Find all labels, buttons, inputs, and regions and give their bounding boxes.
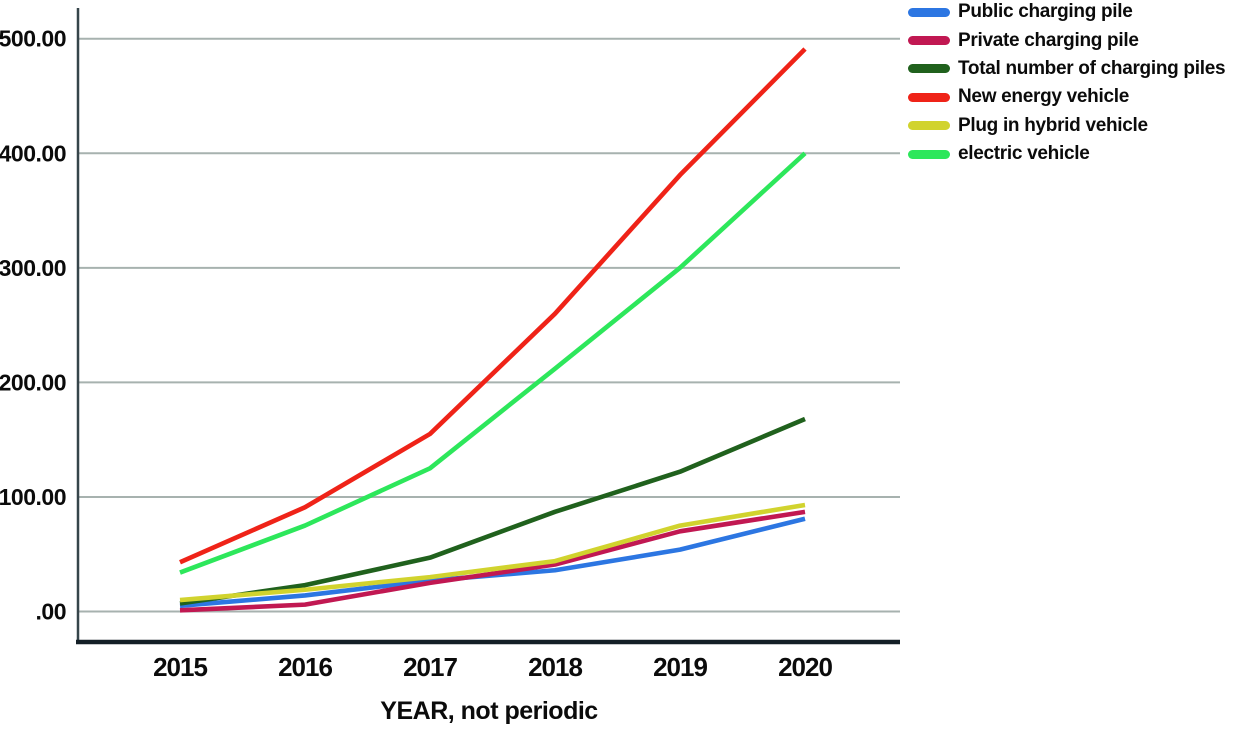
legend-label-plug-in-hybrid-vehicle: Plug in hybrid vehicle <box>958 114 1148 136</box>
series-line-electric-vehicle <box>179 151 807 575</box>
x-axis-title: YEAR, not periodic <box>380 697 598 725</box>
legend-label-public-charging-pile: Public charging pile <box>958 1 1133 23</box>
x-tick-label-2016: 2016 <box>278 652 332 682</box>
x-tick-label-2020: 2020 <box>778 652 832 682</box>
legend-item-total-number-of-charging-piles: Total number of charging piles <box>908 55 1226 83</box>
legend-item-plug-in-hybrid-vehicle: Plug in hybrid vehicle <box>908 112 1225 140</box>
y-tick-label-300: 300.00 <box>0 255 66 281</box>
y-tick-label-200: 200.00 <box>0 369 66 395</box>
series-line-plug-in-hybrid-vehicle <box>179 502 806 603</box>
y-tick-label-400: 400.00 <box>0 140 66 166</box>
legend-label-new-energy-vehicle: New energy vehicle <box>958 86 1129 108</box>
legend-item-new-energy-vehicle: New energy vehicle <box>908 83 1225 111</box>
series-line-new-energy-vehicle <box>179 47 807 565</box>
series-line-total-number-of-charging-piles <box>179 416 806 606</box>
legend-swatch-new-energy-vehicle <box>908 92 950 102</box>
legend-item-private-charging-pile: Private charging pile <box>908 26 1225 54</box>
y-tick-label-100: 100.00 <box>0 484 66 510</box>
x-tick-label-2015: 2015 <box>153 652 207 682</box>
legend-swatch-public-charging-pile <box>908 7 950 17</box>
x-tick-label-2019: 2019 <box>653 652 707 682</box>
legend-swatch-private-charging-pile <box>908 36 950 46</box>
legend-label-electric-vehicle: electric vehicle <box>958 143 1090 165</box>
legend-label-total-number-of-charging-piles: Total number of charging piles <box>958 57 1226 79</box>
y-tick-label-500: 500.00 <box>0 26 66 52</box>
x-tick-label-2018: 2018 <box>528 652 582 682</box>
legend-item-electric-vehicle: electric vehicle <box>908 140 1225 168</box>
legend-swatch-total-number-of-charging-piles <box>908 64 950 74</box>
legend-item-public-charging-pile: Public charging pile <box>908 0 1225 26</box>
legend-label-private-charging-pile: Private charging pile <box>958 29 1139 51</box>
legend: Public charging pile Private charging pil… <box>908 0 1226 168</box>
legend-swatch-electric-vehicle <box>908 149 950 159</box>
series-line-private-charging-pile <box>179 509 806 613</box>
legend-swatch-plug-in-hybrid-vehicle <box>908 121 950 131</box>
x-tick-label-2017: 2017 <box>403 652 457 682</box>
y-tick-label-0: .00 <box>36 599 66 625</box>
